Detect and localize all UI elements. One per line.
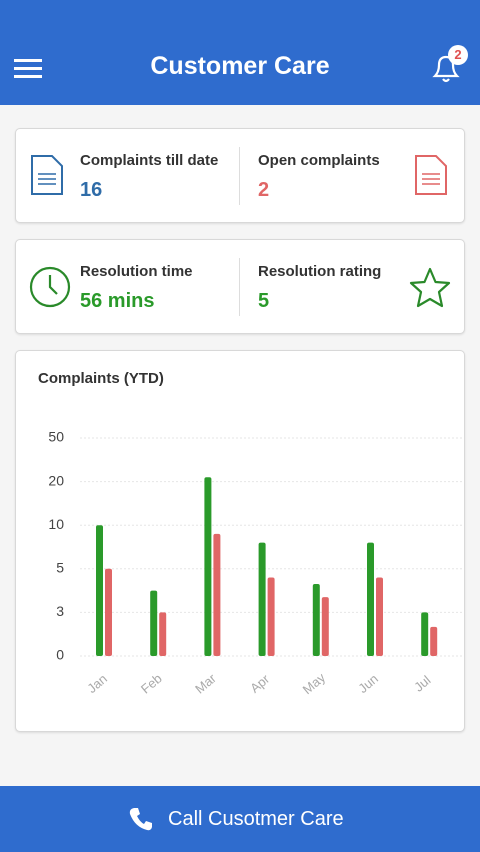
bar [312, 584, 320, 656]
x-tick-label: May [300, 670, 329, 698]
bar [376, 577, 383, 656]
chart-title: Complaints (YTD) [38, 370, 164, 387]
separator [239, 147, 240, 205]
notification-badge: 2 [448, 45, 468, 65]
stat-label: Complaints till date [80, 152, 219, 169]
y-tick-label: 5 [56, 560, 64, 576]
y-tick-label: 0 [56, 647, 64, 663]
clock-icon [29, 266, 71, 308]
stats-card: Complaints till date 16 Open complaints … [15, 128, 465, 223]
bar [105, 568, 112, 656]
y-tick-label: 20 [48, 472, 64, 488]
stat-value: 2 [258, 179, 270, 201]
y-tick-label: 10 [48, 516, 64, 532]
x-tick-label: Apr [247, 671, 273, 696]
stat-value: 16 [80, 179, 103, 201]
stats-card: Resolution time 56 mins Resolution ratin… [15, 239, 465, 334]
bar [258, 542, 266, 656]
x-tick-label: Jan [84, 671, 110, 696]
bar [213, 533, 221, 656]
chart: Complaints (YTD) 0 3 5 10 20 50 Jan Feb Mar Apr Ma… [38, 370, 462, 698]
bar [159, 612, 167, 656]
bar [321, 597, 329, 656]
separator [239, 258, 240, 316]
button-label: Call Cusotmer Care [168, 808, 344, 830]
chart-card: Complaints (YTD) 0 3 5 10 20 50 Jan Feb Mar Apr Ma… [15, 350, 465, 732]
app-bar: Customer Care 2 [0, 0, 480, 105]
bell-icon[interactable] [430, 52, 464, 86]
star-icon [409, 267, 451, 308]
bar [150, 590, 158, 656]
title: Customer Care [150, 52, 330, 80]
stat-label: Resolution rating [258, 263, 382, 280]
stat-label: Open complaints [258, 152, 380, 169]
menu-icon[interactable] [14, 58, 42, 80]
x-tick-label: Mar [192, 670, 219, 696]
stat-value: 56 mins [80, 290, 155, 312]
bar [430, 626, 438, 656]
phone-icon [129, 808, 152, 831]
y-tick-label: 50 [48, 429, 64, 445]
y-tick-label: 3 [56, 603, 64, 619]
document-icon [415, 155, 447, 195]
stat-value: 5 [258, 290, 270, 312]
bar [421, 612, 429, 656]
x-tick-label: Feb [138, 671, 165, 697]
bar [367, 542, 374, 656]
bar [96, 525, 103, 656]
x-tick-label: Jun [355, 671, 381, 696]
call-button[interactable]: Call Cusotmer Care [0, 786, 480, 852]
bar [267, 577, 275, 656]
stat-label: Resolution time [80, 263, 193, 280]
bar [204, 477, 212, 656]
document-icon [31, 155, 63, 195]
x-tick-label: Jul [411, 672, 433, 694]
